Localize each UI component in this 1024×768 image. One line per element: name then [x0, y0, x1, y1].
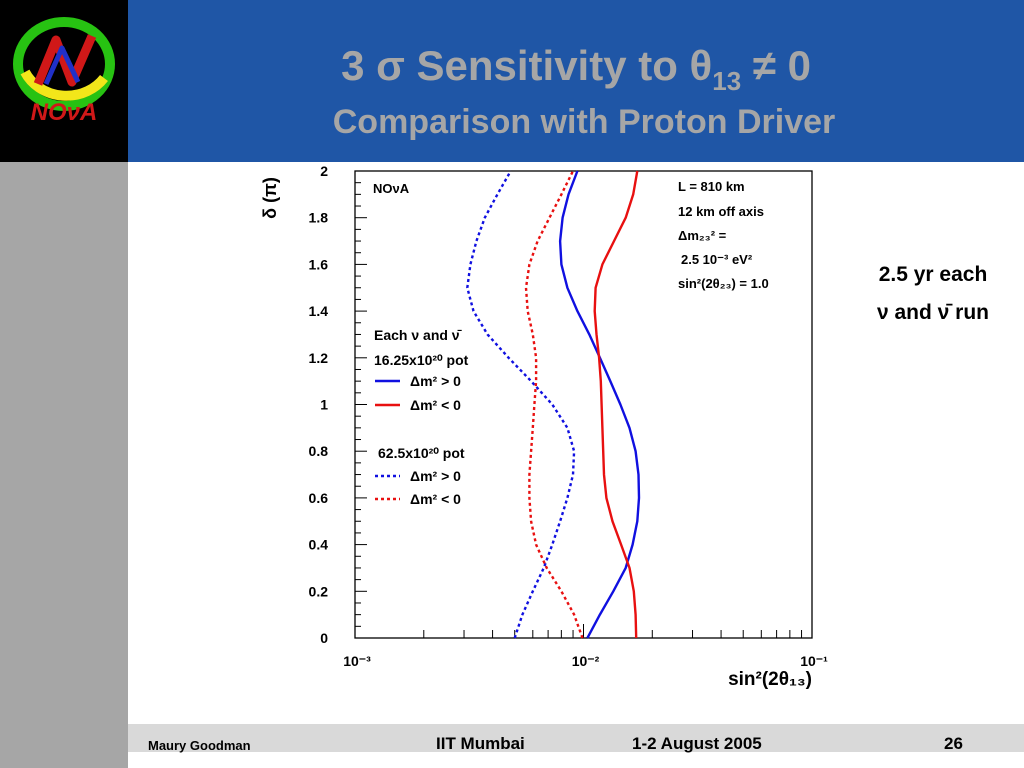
y-tick-label: 0.8 — [309, 443, 329, 459]
run-note: 2.5 yr each ν and ν̄ run — [858, 256, 1008, 332]
curve-blue-dashed — [466, 170, 576, 639]
legend-group1-pot: 16.25x10²⁰ pot — [374, 352, 469, 368]
nova-logo-graphic: NOνA — [13, 17, 115, 126]
note-line-1: 2.5 yr each — [878, 263, 988, 286]
note-line-2: ν and ν̄ run — [876, 301, 990, 324]
legend-label: Δm² < 0 — [410, 397, 461, 413]
info-line: sin²(2θ₂₃) = 1.0 — [678, 276, 769, 291]
y-tick-label: 1 — [320, 397, 328, 413]
y-tick-label: 1.6 — [309, 256, 329, 272]
footer-venue: IIT Mumbai — [436, 734, 525, 753]
logo-text: NOνA — [31, 99, 98, 126]
curve-red-solid — [593, 170, 639, 639]
x-tick-label: 10⁻¹ — [800, 653, 828, 669]
info-line: 12 km off axis — [678, 204, 764, 219]
x-tick-label: 10⁻² — [572, 653, 600, 669]
title-main: 3 σ Sensitivity to θ — [341, 42, 713, 89]
nova-logo: NOνA — [0, 0, 128, 162]
footer-page-number: 26 — [944, 734, 963, 753]
x-axis-title: sin²(2θ₁₃) — [728, 669, 812, 690]
slide-subtitle: Comparison with Proton Driver — [332, 103, 836, 141]
y-tick-label: 2 — [320, 163, 328, 179]
logo-ring-green — [13, 17, 115, 111]
y-tick-label: 1.2 — [309, 350, 329, 366]
info-line: L = 810 km — [678, 179, 745, 194]
logo-nu-glyph — [33, 34, 97, 87]
title-subscript: 13 — [712, 66, 742, 96]
y-tick-label: 1.8 — [309, 210, 329, 226]
experiment-label: NOνA — [373, 181, 410, 196]
info-line: 2.5 10⁻³ eV² — [681, 252, 753, 267]
logo-ring-yellow — [20, 69, 108, 101]
x-tick-label: 10⁻³ — [343, 653, 371, 669]
legend-label: Δm² > 0 — [410, 373, 461, 389]
footer-author: Maury Goodman — [148, 738, 251, 753]
y-tick-label: 0.2 — [309, 583, 329, 599]
title-tail: ≠ 0 — [741, 42, 811, 89]
logo-nu-shadow — [43, 45, 81, 86]
plot-area: 0 0.2 0.4 0.6 0.8 1 1.2 1.4 1.6 1.8 2 10⁻³ 10⁻² 10⁻¹ s… — [254, 162, 836, 700]
curve-red-dashed — [524, 170, 584, 639]
y-tick-label: 1.4 — [309, 303, 329, 319]
footer-date: 1-2 August 2005 — [632, 734, 762, 753]
slide-title: 3 σ Sensitivity to θ13 ≠ 0 — [128, 40, 1024, 107]
y-axis-title: δ (π) — [260, 177, 280, 219]
legend-label: Δm² < 0 — [410, 491, 461, 507]
y-tick-label: 0 — [320, 630, 328, 646]
legend-label: Δm² > 0 — [410, 468, 461, 484]
curve-blue-solid — [558, 170, 641, 639]
y-tick-label: 0.6 — [309, 490, 329, 506]
y-tick-label: 0.4 — [309, 537, 329, 553]
legend-group1-title: Each ν and ν̄ — [374, 327, 463, 343]
title-header: 3 σ Sensitivity to θ13 ≠ 0 Comparison wi… — [128, 0, 1024, 162]
legend-group2-pot: 62.5x10²⁰ pot — [378, 445, 465, 461]
footer-bar — [128, 724, 1024, 752]
info-line: Δm₂₃² = — [678, 228, 727, 243]
